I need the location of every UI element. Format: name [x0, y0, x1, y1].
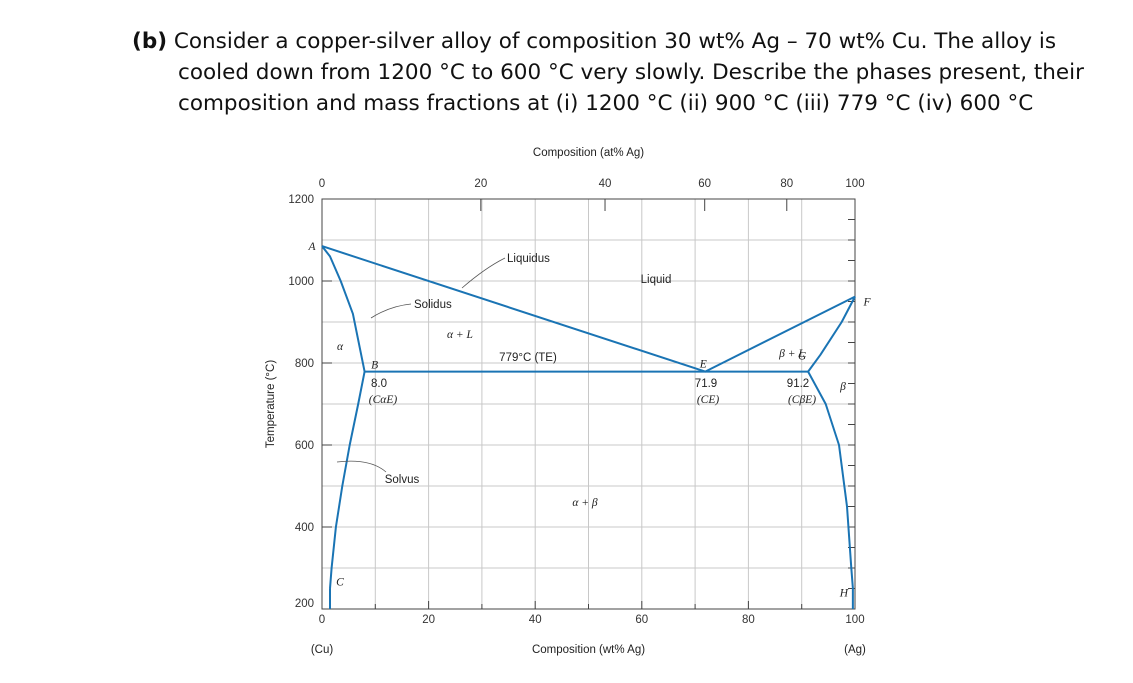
x-tick-label: 60: [635, 614, 648, 626]
x-tick-label: 20: [422, 614, 435, 626]
point-label-g: G: [798, 351, 807, 363]
liquid-region-label: Liquid: [641, 274, 672, 286]
top-axis-title: Composition (at% Ag): [533, 147, 644, 159]
grid-lines: [322, 199, 855, 609]
solvus-label: Solvus: [385, 474, 420, 486]
boundary-solidus: [807, 296, 856, 373]
solvus-leader: [336, 460, 387, 473]
top-tick-label: 0: [319, 178, 325, 190]
boundary-solvus: [807, 371, 854, 589]
point-label-h: H: [839, 588, 849, 600]
phase-boundaries: [321, 245, 856, 609]
axis-ticks: 0 20 40 60 80 1000 20 40 60 80 1002004006008001000…: [288, 178, 864, 626]
top-tick-label: 100: [845, 178, 864, 190]
top-tick-label: 80: [780, 178, 793, 190]
comp-alpha-e-value: 8.0: [371, 378, 387, 390]
x-end-label-ag: (Ag): [844, 644, 866, 656]
question-prefix: (b): [132, 29, 168, 54]
y-tick-label: 1200: [288, 194, 314, 206]
question-line-1: (b) Consider a copper-silver alloy of co…: [132, 26, 1062, 57]
point-label-a: A: [307, 241, 316, 253]
point-label-c: C: [336, 577, 344, 589]
y-tick-label: 1000: [288, 276, 314, 288]
y-tick-label: 600: [295, 440, 314, 452]
x-tick-label: 40: [529, 614, 542, 626]
comp-beta-e-value: 91.2: [787, 378, 809, 390]
beta-region-label: β: [839, 381, 846, 393]
question-line-3: composition and mass fractions at (i) 12…: [178, 91, 1034, 116]
boundary-solidus: [321, 245, 366, 372]
y-tick-label: 200: [295, 598, 314, 610]
y-tick-label: 400: [295, 522, 314, 534]
question-line-2: cooled down from 1200 °C to 600 °C very …: [178, 60, 1084, 85]
x-end-label-cu: (Cu): [311, 644, 334, 656]
solidus-label: Solidus: [414, 299, 452, 311]
x-tick-label: 100: [845, 614, 864, 626]
alpha-beta-label: α + β: [572, 497, 598, 509]
top-tick-label: 20: [474, 178, 487, 190]
top-tick-label: 60: [698, 178, 711, 190]
comp-alpha-e-symbol: (CαE): [369, 394, 398, 406]
question-text: (b) Consider a copper-silver alloy of co…: [132, 26, 1084, 119]
top-tick-label: 40: [599, 178, 612, 190]
alpha-region-label: α: [337, 341, 344, 353]
question-line-1-text: Consider a copper-silver alloy of compos…: [173, 29, 1057, 54]
liquidus-label: Liquidus: [507, 253, 550, 265]
point-label-f: F: [862, 297, 871, 309]
liquidus-leader: [461, 257, 506, 289]
comp-beta-e-symbol: (CβE): [788, 394, 816, 406]
y-tick-label: 800: [295, 358, 314, 370]
x-tick-label: 80: [742, 614, 755, 626]
boundary-solvus: [329, 371, 366, 589]
x-axis-title: Composition (wt% Ag): [532, 644, 645, 656]
x-tick-label: 0: [319, 614, 325, 626]
beta-liquid-label: β + L: [778, 348, 805, 360]
point-label-b: B: [371, 360, 378, 372]
comp-e-value: 71.9: [695, 378, 717, 390]
eutectic-temperature-label: 779°C (TE): [499, 352, 557, 364]
point-labels: A B C E F G H: [307, 241, 871, 599]
point-label-e: E: [699, 359, 707, 371]
y-axis-title: Temperature (°C): [265, 360, 277, 448]
comp-e-symbol: (CE): [697, 394, 720, 406]
solidus-leader: [370, 303, 412, 319]
alpha-liquid-label: α + L: [447, 329, 473, 341]
chart-labels: Composition (at% Ag) Composition (wt% Ag)…: [265, 147, 866, 656]
